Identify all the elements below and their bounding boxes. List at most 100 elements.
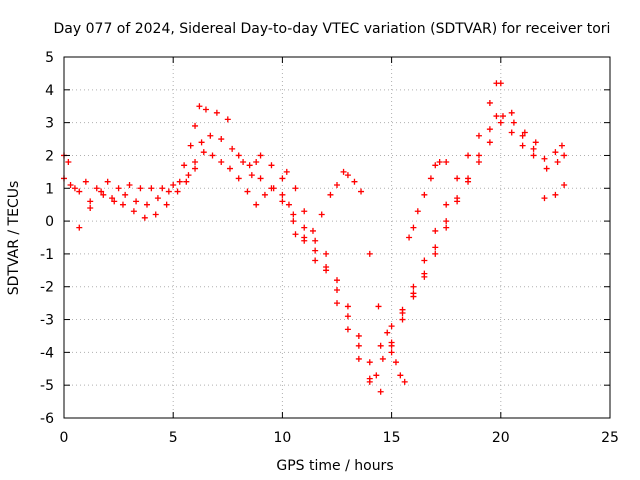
data-point xyxy=(137,185,144,192)
data-point xyxy=(143,201,150,208)
data-point xyxy=(355,332,362,339)
data-point xyxy=(192,159,199,166)
data-point xyxy=(130,208,137,215)
data-point xyxy=(543,165,550,172)
data-point xyxy=(436,159,443,166)
data-point xyxy=(406,234,413,241)
y-tick-label: 1 xyxy=(45,181,54,197)
x-tick-label: 10 xyxy=(273,430,291,446)
y-tick-label: 5 xyxy=(45,50,54,66)
x-tick-label: 25 xyxy=(601,430,619,446)
data-point xyxy=(475,152,482,159)
data-point xyxy=(283,168,290,175)
data-point xyxy=(323,264,330,271)
data-point xyxy=(366,250,373,257)
data-point xyxy=(76,188,83,195)
data-point xyxy=(401,378,408,385)
x-tick-label: 5 xyxy=(169,430,178,446)
data-point xyxy=(532,139,539,146)
axis-ticks xyxy=(63,56,611,419)
data-point xyxy=(410,224,417,231)
data-point xyxy=(552,191,559,198)
data-point xyxy=(226,165,233,172)
data-point xyxy=(410,293,417,300)
x-tick-labels: 0 5 10 15 20 25 xyxy=(60,430,619,446)
data-point xyxy=(377,342,384,349)
data-point xyxy=(187,142,194,149)
data-point xyxy=(530,145,537,152)
plot-frame xyxy=(63,56,611,419)
data-point xyxy=(351,178,358,185)
data-point xyxy=(312,257,319,264)
data-point xyxy=(327,191,334,198)
data-point xyxy=(109,195,116,202)
y-tick-label: -3 xyxy=(40,313,54,329)
data-point xyxy=(421,270,428,277)
data-point xyxy=(87,204,94,211)
data-series xyxy=(283,159,450,385)
data-point xyxy=(261,191,268,198)
data-point xyxy=(312,237,319,244)
data-point xyxy=(115,185,122,192)
data-point xyxy=(76,224,83,231)
data-point xyxy=(87,198,94,205)
data-point xyxy=(558,142,565,149)
data-point xyxy=(334,277,340,284)
data-point xyxy=(508,129,515,136)
data-point xyxy=(240,159,247,166)
data-point xyxy=(410,283,417,290)
data-point xyxy=(375,303,382,310)
y-tick-label: -6 xyxy=(40,411,54,427)
data-point xyxy=(427,175,434,182)
data-point xyxy=(290,211,297,218)
data-point xyxy=(253,201,260,208)
data-point xyxy=(209,152,216,159)
data-point xyxy=(301,208,308,215)
data-point xyxy=(292,185,299,192)
x-tick-label: 20 xyxy=(492,430,510,446)
data-point xyxy=(301,234,308,241)
data-point xyxy=(454,175,461,182)
data-point xyxy=(510,119,517,126)
data-point xyxy=(334,300,340,307)
data-point xyxy=(224,116,231,123)
data-point xyxy=(152,211,159,218)
y-tick-label: 0 xyxy=(45,214,54,230)
data-point xyxy=(421,191,428,198)
data-point xyxy=(475,159,482,166)
data-point xyxy=(213,109,220,116)
data-point xyxy=(185,172,192,179)
data-point xyxy=(119,201,126,208)
data-point xyxy=(290,218,297,225)
data-point xyxy=(98,188,105,195)
data-point xyxy=(323,250,330,257)
data-point xyxy=(192,122,199,129)
data-point xyxy=(334,181,340,188)
data-point xyxy=(279,175,286,182)
data-point xyxy=(154,195,161,202)
data-series xyxy=(61,113,568,366)
data-point xyxy=(148,185,155,192)
data-point xyxy=(312,247,319,254)
data-point xyxy=(93,185,100,192)
y-tick-label: -5 xyxy=(40,378,54,394)
data-point xyxy=(235,152,242,159)
data-series xyxy=(61,80,565,382)
data-point xyxy=(414,208,421,215)
data-point xyxy=(465,175,472,182)
data-point xyxy=(181,162,188,169)
data-point xyxy=(388,349,395,356)
data-point xyxy=(104,178,111,185)
data-point xyxy=(392,359,399,366)
data-point xyxy=(388,323,395,330)
data-point xyxy=(497,80,504,87)
data-point xyxy=(340,168,347,175)
data-point xyxy=(379,355,386,362)
data-point xyxy=(192,165,199,172)
data-point xyxy=(229,145,236,152)
data-point xyxy=(198,139,205,146)
data-point xyxy=(244,188,251,195)
data-point xyxy=(366,359,373,366)
data-point xyxy=(301,224,308,231)
